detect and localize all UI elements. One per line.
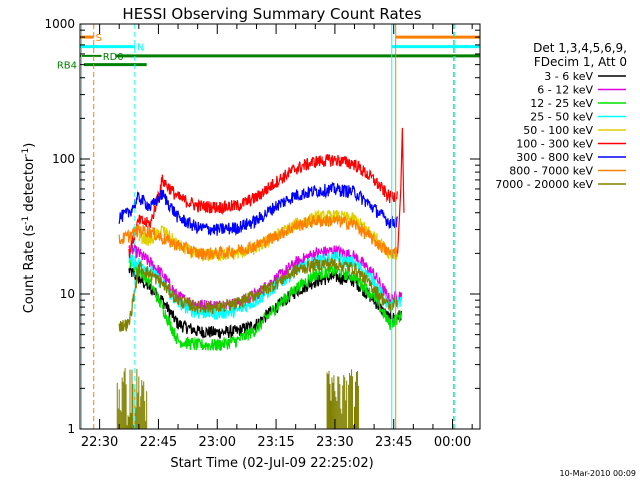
legend-label-9: 7000 - 20000 keV [495, 178, 593, 191]
y-axis-label-main: Count Rate (s [22, 225, 37, 314]
flag-s-label: S [96, 33, 102, 44]
x-tick-label: 22:45 [140, 435, 177, 450]
timestamp: 10-Mar-2010 00:09 [560, 469, 637, 478]
series-line-6 [128, 154, 398, 259]
legend-header-line-1: Det 1,3,4,5,6,9, [533, 41, 627, 55]
series-line-3 [128, 254, 403, 352]
y-tick-label: 100 [52, 152, 75, 166]
x-tick-label: 00:00 [434, 435, 471, 450]
y-axis-label: Count Rate (s-1 detector-1) [21, 143, 37, 314]
chart-title: HESSI Observing Summary Count Rates [122, 5, 421, 23]
y-axis-label-sup2: -1 [21, 148, 31, 157]
flag-n-label: N [137, 43, 144, 54]
y-tick-label: 1 [67, 422, 75, 436]
y-axis-label-end: ) [22, 143, 37, 148]
x-tick-label: 22:30 [81, 435, 118, 450]
series-line-2 [128, 242, 403, 315]
plot-frame [79, 23, 481, 430]
y-tick-label: 1000 [44, 17, 75, 31]
x-tick-label: 23:00 [199, 435, 236, 450]
x-tick-label: 23:15 [257, 435, 294, 450]
legend-label-2: 6 - 12 keV [537, 84, 593, 97]
flag-rd0-label: RD0 [103, 52, 124, 63]
legend-label-7: 300 - 800 keV [516, 151, 593, 164]
flags-group: S N RD0 RB4 [57, 33, 480, 72]
x-tick-label: 23:30 [316, 435, 353, 450]
x-axis-label: Start Time (02-Jul-09 22:25:02) [170, 456, 373, 471]
vertical-markers [81, 24, 456, 429]
legend-label-1: 3 - 6 keV [544, 70, 593, 83]
legend-label-6: 100 - 300 keV [516, 138, 593, 151]
legend-label-3: 12 - 25 keV [530, 97, 593, 110]
series-layer [116, 127, 405, 429]
legend-header-line-2: FDecim 1, Att 0 [534, 55, 627, 69]
series-line-9 [118, 257, 398, 332]
series-spikes-group [116, 368, 359, 429]
flare-spike [397, 127, 405, 254]
series-line-7 [118, 181, 398, 236]
legend-label-5: 50 - 100 keV [523, 124, 593, 137]
y-axis: 1 10 100 1000 [44, 17, 480, 436]
legend-label-4: 25 - 50 keV [530, 111, 593, 124]
y-tick-label: 10 [60, 287, 75, 301]
x-axis: 22:30 22:45 23:00 23:15 23:30 23:45 00:00 [79, 24, 473, 450]
flag-rb4-label: RB4 [57, 61, 77, 72]
y-axis-label-sup1: -1 [21, 216, 31, 225]
legend: Det 1,3,4,5,6,9, FDecim 1, Att 0 3 - 6 k… [495, 41, 627, 191]
x-tick-label: 23:45 [375, 435, 412, 450]
y-axis-label-mid: detector [22, 156, 37, 216]
series-line-8 [118, 214, 398, 261]
legend-label-8: 800 - 7000 keV [509, 165, 593, 178]
